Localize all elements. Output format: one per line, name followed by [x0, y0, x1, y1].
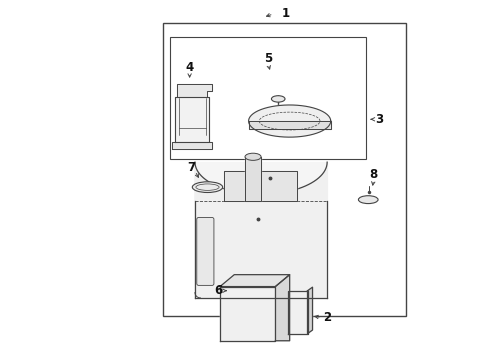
Bar	[163, 23, 406, 316]
Polygon shape	[308, 287, 313, 334]
Polygon shape	[195, 162, 327, 298]
Text: 7: 7	[187, 161, 196, 174]
Text: 2: 2	[323, 311, 331, 324]
Text: 1: 1	[282, 8, 290, 21]
Ellipse shape	[271, 96, 285, 102]
Polygon shape	[288, 291, 308, 334]
Polygon shape	[217, 202, 327, 298]
Bar	[297, 223, 322, 280]
Ellipse shape	[358, 196, 378, 203]
Polygon shape	[175, 96, 209, 143]
Polygon shape	[223, 171, 297, 202]
Text: 8: 8	[369, 168, 378, 181]
Bar	[223, 334, 272, 340]
Polygon shape	[220, 275, 290, 287]
Polygon shape	[248, 121, 331, 129]
Polygon shape	[248, 105, 331, 137]
Ellipse shape	[192, 182, 222, 193]
Polygon shape	[275, 275, 290, 341]
Bar	[170, 37, 367, 158]
Polygon shape	[245, 157, 261, 202]
Text: 3: 3	[375, 113, 383, 126]
Polygon shape	[177, 84, 212, 96]
Text: 4: 4	[186, 61, 194, 74]
Ellipse shape	[245, 153, 261, 160]
Text: 6: 6	[214, 284, 222, 297]
Polygon shape	[195, 162, 327, 202]
Polygon shape	[195, 202, 217, 298]
FancyBboxPatch shape	[197, 217, 214, 285]
Text: 5: 5	[264, 52, 272, 65]
Polygon shape	[172, 143, 212, 149]
Polygon shape	[220, 287, 275, 341]
